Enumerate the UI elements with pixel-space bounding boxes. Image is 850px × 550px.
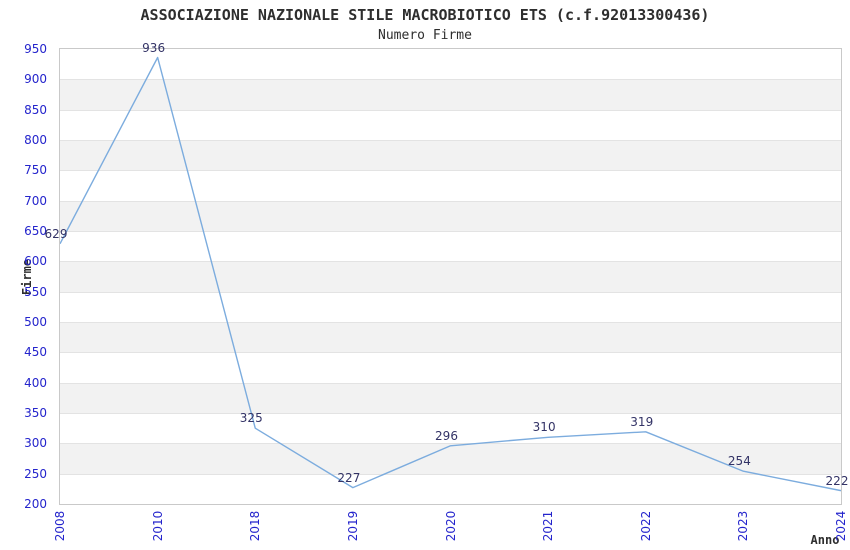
y-tick-label: 850: [24, 102, 47, 117]
y-tick-label: 900: [24, 72, 47, 87]
plot-band: [60, 79, 841, 110]
plot-area: 629 936 325 227 296 310 319 254 222: [45, 41, 848, 505]
plot-band: [60, 170, 841, 201]
x-tick-label: 2021: [541, 510, 556, 542]
y-tick-label: 300: [24, 436, 47, 451]
plot-band: [60, 413, 841, 444]
plot-band: [60, 291, 841, 322]
series-line: [60, 56, 841, 492]
y-tick-label: 500: [24, 315, 47, 329]
plot-band: [60, 200, 841, 231]
gridline: [60, 382, 841, 384]
x-tick-label: 2019: [345, 510, 360, 542]
gridline: [60, 200, 841, 202]
y-tick-label: 600: [24, 254, 47, 269]
y-tick-label: 400: [24, 375, 47, 390]
plot-band: [60, 49, 841, 80]
y-tick-label: 700: [24, 193, 47, 208]
data-point-label: 296: [435, 428, 458, 443]
y-tick-label: 350: [24, 406, 47, 420]
x-tick-label: 2023: [736, 510, 751, 542]
chart-subtitle: Numero Firme: [378, 28, 472, 43]
plot-band: [60, 473, 841, 504]
data-point-label: 222: [825, 473, 849, 488]
x-tick-label: 2024: [834, 510, 848, 542]
gridline: [60, 443, 841, 445]
data-point-label: 936: [142, 40, 166, 55]
y-tick-label: 250: [24, 466, 47, 481]
gridline: [60, 413, 841, 414]
plot-band: [60, 352, 841, 383]
data-point-label: 325: [239, 411, 263, 426]
y-tick-label: 750: [24, 163, 47, 178]
gridline: [60, 322, 841, 323]
gridline: [60, 352, 841, 354]
data-point-label: 254: [727, 454, 751, 469]
x-tick-label: 2022: [638, 510, 653, 542]
y-tick-label: 450: [24, 345, 47, 360]
x-tick-label: 2018: [248, 510, 263, 542]
y-tick-label: 800: [24, 133, 47, 147]
x-axis-title: Anno: [810, 533, 840, 547]
gridline: [60, 473, 841, 475]
gridline: [60, 79, 841, 81]
plot-band: [60, 322, 841, 353]
x-tick-label: 2020: [443, 510, 458, 542]
y-tick-label: 650: [24, 224, 47, 238]
y-tick-label: 200: [24, 497, 47, 511]
gridline: [60, 261, 841, 263]
data-point-label: 629: [44, 226, 68, 241]
plot-band: [60, 231, 841, 262]
gridline: [60, 170, 841, 172]
data-point-label: 310: [532, 420, 556, 435]
plot-band: [60, 261, 841, 292]
y-tick-label: 550: [24, 284, 47, 299]
data-point-label: 227: [337, 470, 361, 485]
gridline: [60, 140, 841, 141]
x-tick-label: 2010: [150, 510, 165, 542]
gridline: [60, 291, 841, 293]
chart-title: ASSOCIAZIONE NAZIONALE STILE MACROBIOTIC…: [140, 6, 710, 24]
plot-band: [60, 382, 841, 413]
data-line: [60, 56, 841, 492]
gridline: [60, 109, 841, 111]
plot-band: [60, 140, 841, 171]
x-tick-label: 2008: [53, 510, 67, 542]
plot-band: [60, 109, 841, 140]
gridline: [60, 231, 841, 232]
data-point-label: 319: [630, 414, 654, 429]
y-tick-label: 950: [24, 42, 47, 56]
